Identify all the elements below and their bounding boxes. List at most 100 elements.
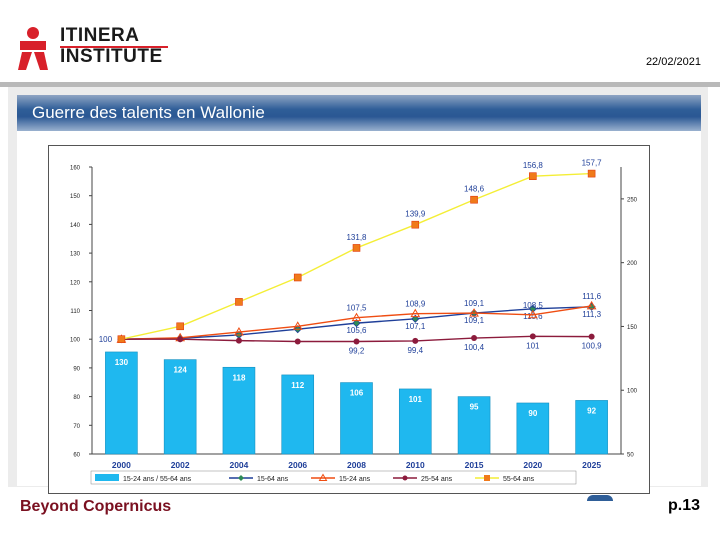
left-axis-tick-label: 120 bbox=[70, 280, 81, 286]
left-axis-tick-label: 160 bbox=[70, 166, 81, 172]
x-axis-category-label: 2000 bbox=[112, 460, 131, 470]
line-point bbox=[410, 308, 421, 318]
line-value-label: 99,2 bbox=[349, 346, 365, 355]
bar-value-label: 101 bbox=[409, 395, 423, 404]
line-point bbox=[586, 300, 597, 310]
legend-swatch bbox=[95, 474, 119, 481]
right-axis-tick-label: 100 bbox=[627, 389, 638, 395]
line-point bbox=[352, 244, 361, 252]
chart-container: 60 70 80 90 100 110 120 130 140 150 160 50 100 150 200… bbox=[48, 145, 650, 494]
line-point bbox=[587, 169, 596, 178]
chart-svg: 60 70 80 90 100 110 120 130 140 150 160 50 100 150 200… bbox=[70, 159, 638, 485]
legend-label: 55-64 ans bbox=[503, 476, 535, 483]
line-point bbox=[117, 335, 126, 343]
page-number: p.13 bbox=[667, 497, 700, 514]
line-point bbox=[471, 335, 478, 342]
legend-label: 15-24 ans / 55-64 ans bbox=[123, 476, 192, 483]
itinera-logo: ITINERA INSTITUTE bbox=[18, 26, 168, 70]
x-axis-category-label: 2006 bbox=[288, 460, 307, 470]
footer-decoration bbox=[587, 495, 613, 501]
logo-underline bbox=[60, 46, 168, 48]
legend-marker bbox=[238, 475, 244, 481]
series-line-15-24-ans bbox=[121, 305, 592, 340]
left-axis-tick-label: 150 bbox=[70, 194, 81, 200]
line-value-label: 109,1 bbox=[464, 316, 485, 325]
bar bbox=[163, 359, 197, 455]
legend-label: 25-54 ans bbox=[421, 476, 453, 483]
line-point bbox=[588, 333, 595, 340]
left-axis-tick-label: 100 bbox=[70, 338, 81, 344]
line-point bbox=[529, 172, 537, 180]
header-rule bbox=[0, 82, 720, 87]
left-axis-tick-label: 70 bbox=[73, 424, 80, 430]
legend-label: 15-64 ans bbox=[257, 476, 289, 483]
x-axis-category-label: 2025 bbox=[582, 460, 601, 470]
bar-value-label: 106 bbox=[350, 389, 364, 398]
x-axis-category-label: 2015 bbox=[465, 460, 484, 470]
left-axis-tick-label: 130 bbox=[70, 252, 81, 258]
line-point bbox=[177, 336, 184, 343]
line-point bbox=[353, 338, 360, 345]
left-axis-tick-label: 80 bbox=[73, 395, 80, 401]
bar bbox=[340, 382, 373, 455]
line-value-label: 100 bbox=[99, 335, 113, 344]
line-value-label: 100,4 bbox=[464, 343, 485, 352]
bar-value-label: 92 bbox=[587, 406, 596, 415]
left-axis-tick-label: 60 bbox=[73, 453, 80, 459]
slide-date: 22/02/2021 bbox=[645, 56, 701, 68]
bar bbox=[222, 366, 256, 455]
line-value-label: 107,5 bbox=[346, 304, 367, 313]
line-point bbox=[294, 338, 301, 345]
legend-marker bbox=[318, 473, 328, 481]
left-axis-tick-label: 110 bbox=[70, 309, 80, 315]
line-value-label: 108,9 bbox=[405, 300, 426, 309]
bar bbox=[105, 351, 138, 455]
x-axis-category-label: 2020 bbox=[523, 460, 542, 470]
bar bbox=[398, 388, 432, 455]
x-axis-category-label: 2010 bbox=[406, 460, 425, 470]
line-point bbox=[352, 319, 361, 328]
line-value-label: 157,7 bbox=[582, 159, 603, 168]
line-point bbox=[412, 337, 419, 344]
line-point bbox=[411, 220, 420, 229]
bar-value-label: 118 bbox=[232, 373, 245, 382]
right-axis-tick-label: 150 bbox=[627, 325, 638, 331]
x-axis-category-label: 2004 bbox=[229, 460, 248, 470]
line-value-label: 107,1 bbox=[405, 322, 426, 331]
legend-label: 15-24 ans bbox=[339, 476, 371, 483]
title-bar: Guerre des talents en Wallonie bbox=[17, 95, 701, 131]
line-point bbox=[235, 298, 243, 306]
line-point bbox=[351, 312, 362, 322]
line-value-label: 156,8 bbox=[523, 161, 544, 170]
line-point bbox=[470, 195, 478, 204]
right-axis-tick-label: 200 bbox=[627, 261, 638, 267]
right-axis-tick-label: 250 bbox=[627, 197, 638, 203]
x-axis-category-label: 2008 bbox=[347, 460, 366, 470]
x-axis-category-label: 2002 bbox=[171, 460, 190, 470]
line-value-label: 148,6 bbox=[464, 185, 485, 194]
line-value-label: 101 bbox=[526, 341, 540, 350]
bar-value-label: 130 bbox=[115, 358, 129, 367]
bar bbox=[281, 374, 315, 455]
left-axis-tick-label: 140 bbox=[70, 223, 81, 229]
line-value-label: 111,3 bbox=[582, 310, 601, 319]
bar-value-label: 90 bbox=[528, 409, 537, 418]
bar bbox=[516, 402, 550, 455]
line-value-label: 105,6 bbox=[346, 326, 367, 335]
left-axis-tick-label: 90 bbox=[73, 366, 80, 372]
line-value-label: 100,9 bbox=[582, 342, 603, 351]
line-point bbox=[234, 327, 244, 336]
bar-value-label: 112 bbox=[291, 381, 304, 390]
legend-marker bbox=[484, 475, 490, 481]
line-point bbox=[528, 304, 537, 313]
line-value-label: 139,9 bbox=[405, 210, 426, 219]
line-value-label: 131,8 bbox=[346, 233, 367, 242]
legend-marker bbox=[402, 475, 408, 481]
line-point bbox=[292, 321, 303, 330]
line-value-label: 99,4 bbox=[407, 346, 423, 355]
bar bbox=[575, 400, 608, 455]
line-point bbox=[235, 337, 242, 344]
slide-title: Guerre des talents en Wallonie bbox=[32, 103, 265, 122]
line-point bbox=[529, 333, 536, 340]
bar-value-label: 124 bbox=[173, 366, 187, 375]
